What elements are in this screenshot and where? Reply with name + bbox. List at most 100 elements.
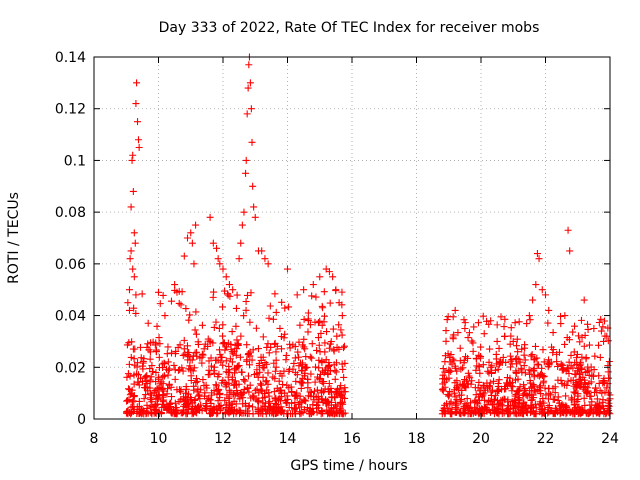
x-tick-label: 18 xyxy=(408,431,426,447)
y-tick-label: 0.06 xyxy=(55,257,86,273)
data-point xyxy=(207,362,215,370)
data-point xyxy=(554,396,562,404)
y-tick-label: 0.1 xyxy=(64,153,86,169)
data-point xyxy=(593,395,601,403)
data-point xyxy=(599,396,607,404)
data-point xyxy=(315,404,323,412)
data-point xyxy=(232,351,240,359)
data-point xyxy=(182,410,190,418)
data-point xyxy=(507,324,515,332)
data-point xyxy=(280,334,288,342)
data-point xyxy=(200,345,208,353)
data-point xyxy=(210,363,218,371)
x-tick-label: 24 xyxy=(601,431,619,447)
data-point xyxy=(332,359,340,367)
data-point xyxy=(540,372,548,380)
data-point xyxy=(590,325,598,332)
data-point xyxy=(238,368,246,376)
data-point xyxy=(472,354,480,362)
data-point xyxy=(130,229,138,237)
data-point xyxy=(225,281,233,289)
data-point xyxy=(455,391,463,399)
data-point xyxy=(325,380,333,388)
data-point xyxy=(206,396,214,404)
data-point xyxy=(217,353,225,361)
data-point xyxy=(503,379,511,387)
data-point xyxy=(299,374,307,382)
data-point xyxy=(325,387,333,395)
x-tick-labels: 8 10 12 14 16 18 20 22 24 xyxy=(90,431,619,447)
data-point xyxy=(186,362,194,370)
data-point xyxy=(164,358,172,366)
data-point xyxy=(564,377,572,385)
data-point xyxy=(333,402,341,410)
data-point xyxy=(290,405,298,413)
data-point xyxy=(317,329,325,337)
data-point xyxy=(487,388,495,396)
data-point xyxy=(133,370,141,378)
data-point xyxy=(161,312,169,320)
data-point xyxy=(182,305,190,313)
data-point xyxy=(228,373,236,381)
data-point xyxy=(593,388,601,396)
y-tick-label: 0 xyxy=(77,412,86,428)
data-point xyxy=(327,338,335,346)
data-point xyxy=(210,323,218,331)
data-point xyxy=(285,384,293,392)
data-point xyxy=(281,389,289,397)
data-point xyxy=(495,400,503,408)
data-point xyxy=(538,286,546,294)
data-point xyxy=(179,367,187,375)
data-point xyxy=(551,409,559,417)
data-point xyxy=(287,410,295,418)
data-point xyxy=(472,366,480,374)
data-point xyxy=(221,287,229,295)
data-point xyxy=(488,386,496,394)
data-point xyxy=(152,348,160,356)
data-point xyxy=(441,368,449,376)
data-point xyxy=(441,358,449,366)
data-point xyxy=(446,354,454,362)
data-point xyxy=(213,390,221,398)
data-point xyxy=(453,384,461,392)
data-point xyxy=(555,348,563,356)
data-point xyxy=(301,364,309,372)
data-point xyxy=(216,260,224,268)
data-point xyxy=(134,359,142,367)
data-point xyxy=(225,362,233,370)
data-point xyxy=(471,396,479,404)
data-point xyxy=(243,110,251,118)
data-point xyxy=(313,346,321,354)
data-point xyxy=(508,397,516,405)
data-point xyxy=(125,286,133,294)
data-point xyxy=(474,384,482,392)
data-point xyxy=(123,373,131,381)
data-point xyxy=(331,366,339,374)
data-point xyxy=(576,338,584,346)
data-point xyxy=(570,388,578,396)
data-point xyxy=(295,338,303,346)
data-point xyxy=(521,369,529,377)
data-point xyxy=(580,342,588,350)
data-point xyxy=(323,328,331,336)
data-point xyxy=(159,391,167,399)
data-point xyxy=(137,374,145,382)
data-point xyxy=(589,372,597,380)
data-point xyxy=(150,409,158,417)
data-point xyxy=(168,408,176,416)
data-point xyxy=(296,378,304,386)
data-point xyxy=(584,320,592,328)
data-point xyxy=(304,317,312,325)
data-point xyxy=(206,213,214,221)
data-point xyxy=(582,355,590,363)
data-point xyxy=(224,291,232,299)
data-point xyxy=(201,389,209,397)
data-point xyxy=(315,341,323,349)
data-point xyxy=(232,366,240,374)
data-point xyxy=(520,351,528,359)
data-point xyxy=(210,403,218,411)
data-point xyxy=(598,389,606,397)
data-point xyxy=(247,105,255,113)
data-point xyxy=(148,362,156,370)
data-point xyxy=(501,332,509,340)
